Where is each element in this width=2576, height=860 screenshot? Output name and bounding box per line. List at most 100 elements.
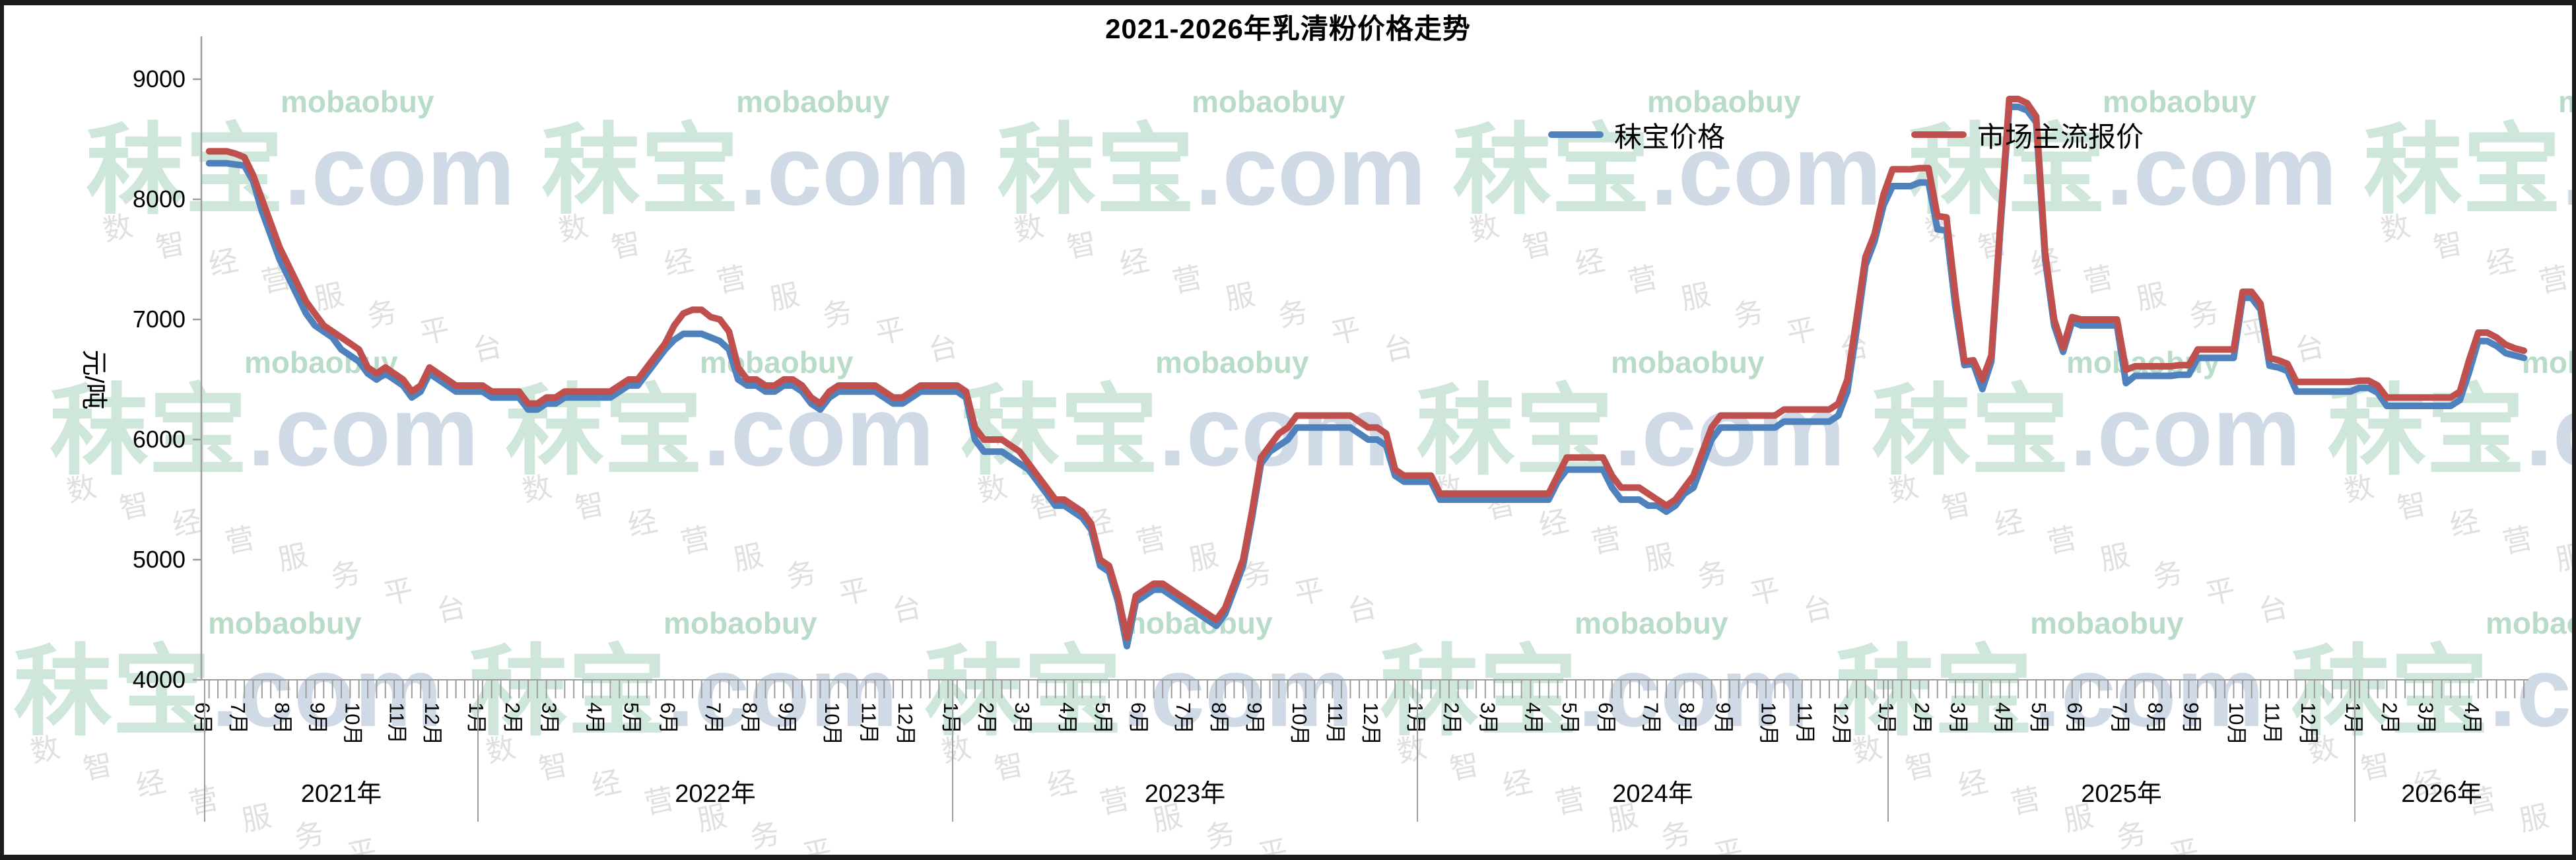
svg-text:4月: 4月	[584, 702, 607, 734]
svg-text:平: 平	[1747, 574, 1782, 611]
svg-text:智: 智	[1064, 227, 1099, 265]
svg-text:mobaobuy: mobaobuy	[2103, 84, 2256, 119]
svg-text:.com: .com	[2489, 636, 2576, 747]
svg-text:务: 务	[2114, 817, 2149, 855]
svg-text:5000: 5000	[133, 546, 186, 573]
svg-text:智: 智	[1975, 227, 2010, 265]
svg-text:务: 务	[1658, 817, 1693, 855]
svg-text:智: 智	[572, 488, 607, 525]
svg-text:秣宝: 秣宝	[13, 636, 211, 747]
svg-text:经: 经	[1536, 505, 1571, 543]
svg-text:mobaobuy: mobaobuy	[736, 84, 890, 119]
svg-text:数: 数	[28, 731, 63, 769]
svg-text:3月: 3月	[538, 702, 561, 734]
svg-text:4月: 4月	[1056, 702, 1079, 734]
svg-text:8月: 8月	[2144, 702, 2167, 734]
svg-text:1月: 1月	[1875, 702, 1898, 734]
svg-text:.com: .com	[739, 115, 970, 226]
svg-text:数: 数	[2305, 731, 2340, 769]
svg-text:11月: 11月	[2260, 702, 2284, 744]
svg-text:数: 数	[1886, 471, 1921, 508]
svg-text:9月: 9月	[2180, 702, 2203, 734]
svg-text:数: 数	[1394, 731, 1429, 769]
svg-text:1月: 1月	[939, 702, 963, 734]
svg-text:服: 服	[1186, 539, 1221, 577]
svg-text:智: 智	[536, 748, 571, 786]
svg-text:10月: 10月	[1288, 702, 1311, 745]
svg-text:.com: .com	[248, 376, 479, 486]
svg-text:服: 服	[2097, 539, 2132, 577]
svg-text:服: 服	[731, 539, 766, 577]
svg-text:9月: 9月	[1712, 702, 1735, 734]
svg-text:2022年: 2022年	[675, 780, 756, 808]
svg-text:2月: 2月	[975, 702, 998, 734]
svg-text:营: 营	[2464, 783, 2499, 820]
svg-text:经: 经	[170, 505, 205, 543]
svg-text:智: 智	[2431, 227, 2466, 265]
svg-text:平: 平	[836, 574, 871, 611]
svg-text:6月: 6月	[656, 702, 679, 734]
svg-text:2月: 2月	[501, 702, 524, 734]
svg-text:7月: 7月	[2108, 702, 2131, 734]
svg-text:数: 数	[2342, 471, 2377, 508]
svg-text:经: 经	[1500, 766, 1535, 803]
svg-text:mobaobuy: mobaobuy	[700, 345, 854, 380]
svg-text:数: 数	[939, 731, 974, 769]
svg-text:7月: 7月	[226, 702, 250, 734]
svg-text:经: 经	[2447, 505, 2482, 543]
svg-text:务: 务	[328, 556, 363, 594]
svg-text:秣宝: 秣宝	[2327, 376, 2525, 486]
svg-text:经: 经	[661, 244, 696, 282]
svg-text:.com: .com	[1650, 115, 1881, 226]
svg-text:秣宝: 秣宝	[961, 376, 1159, 486]
image-border-right	[2572, 0, 2576, 860]
svg-text:1月: 1月	[465, 702, 488, 734]
svg-text:经: 经	[2484, 244, 2519, 282]
svg-text:数: 数	[64, 471, 99, 508]
legend-line-marker-blue	[1548, 131, 1604, 138]
svg-text:服: 服	[695, 800, 729, 838]
svg-text:数: 数	[520, 471, 555, 508]
svg-text:mobaobuy: mobaobuy	[663, 606, 817, 640]
svg-text:10月: 10月	[341, 702, 364, 745]
svg-text:营: 营	[642, 783, 677, 820]
svg-text:营: 营	[2081, 261, 2116, 299]
svg-text:营: 营	[714, 261, 749, 299]
svg-text:2025年: 2025年	[2081, 780, 2162, 808]
svg-text:营: 营	[2045, 522, 2080, 560]
svg-text:经: 经	[2411, 766, 2446, 803]
svg-text:服: 服	[275, 539, 310, 577]
image-border-top	[0, 0, 2576, 5]
svg-text:mobaobuy: mobaobuy	[2030, 606, 2184, 640]
svg-text:.com: .com	[1122, 636, 1353, 747]
svg-text:7月: 7月	[702, 702, 725, 734]
svg-text:8月: 8月	[271, 702, 294, 734]
svg-text:营: 营	[1097, 783, 1132, 820]
svg-text:数: 数	[975, 471, 1010, 508]
svg-text:平: 平	[1784, 313, 1819, 350]
svg-text:营: 营	[2008, 783, 2043, 820]
svg-text:平: 平	[873, 313, 908, 350]
legend-label-mobao-price: 秣宝价格	[1614, 121, 1726, 152]
watermark-layer: mobaobuy秣宝 .com数智经营服务平台mobaobuy秣宝 .com数智经营…	[13, 84, 2576, 860]
svg-text:4月: 4月	[1522, 702, 1545, 734]
svg-text:1月: 1月	[2342, 702, 2365, 734]
svg-text:mobaobuy: mobaobuy	[1192, 84, 1345, 119]
svg-text:秣宝: 秣宝	[1872, 376, 2070, 486]
svg-text:5月: 5月	[2027, 702, 2051, 734]
svg-text:台: 台	[470, 330, 505, 368]
svg-text:6月: 6月	[2063, 702, 2086, 734]
y-axis: 9000 8000 7000 6000 5000 4000	[133, 36, 203, 693]
svg-text:6月: 6月	[191, 702, 215, 734]
svg-text:8000: 8000	[133, 185, 186, 213]
svg-text:服: 服	[1606, 800, 1641, 838]
y-axis-title: 元/吨	[79, 349, 108, 410]
svg-text:1月: 1月	[1404, 702, 1427, 734]
svg-text:台: 台	[2256, 591, 2291, 628]
series-line-market-quote	[205, 96, 2528, 642]
legend-line-marker-red	[1911, 131, 1967, 138]
svg-text:9月: 9月	[1243, 702, 1266, 734]
image-border-left	[0, 0, 4, 860]
svg-text:务: 务	[1203, 817, 1238, 855]
svg-text:台: 台	[889, 591, 924, 628]
